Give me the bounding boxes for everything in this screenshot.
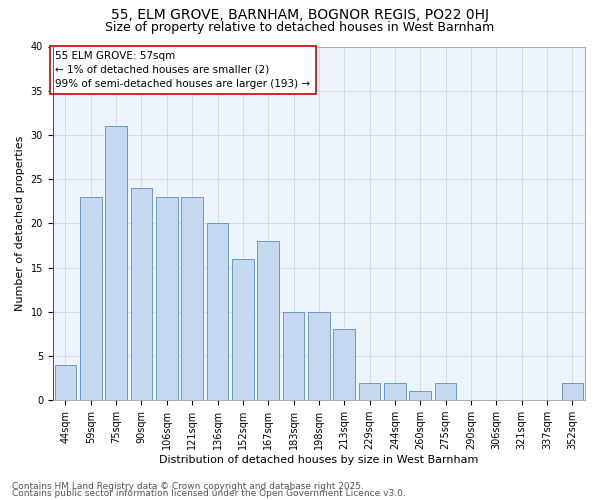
Text: 55 ELM GROVE: 57sqm
← 1% of detached houses are smaller (2)
99% of semi-detached: 55 ELM GROVE: 57sqm ← 1% of detached hou… [55,51,310,89]
Bar [232,258,254,400]
Bar [409,392,431,400]
Bar [181,197,203,400]
Bar [359,382,380,400]
Bar [562,382,583,400]
Bar [55,365,76,400]
Bar [156,197,178,400]
Text: Contains public sector information licensed under the Open Government Licence v3: Contains public sector information licen… [12,490,406,498]
Bar [384,382,406,400]
Y-axis label: Number of detached properties: Number of detached properties [15,136,25,311]
Text: 55, ELM GROVE, BARNHAM, BOGNOR REGIS, PO22 0HJ: 55, ELM GROVE, BARNHAM, BOGNOR REGIS, PO… [111,8,489,22]
Text: Contains HM Land Registry data © Crown copyright and database right 2025.: Contains HM Land Registry data © Crown c… [12,482,364,491]
Bar [106,126,127,400]
Bar [131,188,152,400]
Bar [207,224,228,400]
Bar [283,312,304,400]
Bar [80,197,101,400]
X-axis label: Distribution of detached houses by size in West Barnham: Distribution of detached houses by size … [159,455,479,465]
Bar [435,382,457,400]
Bar [308,312,329,400]
Bar [257,241,279,400]
Bar [334,330,355,400]
Text: Size of property relative to detached houses in West Barnham: Size of property relative to detached ho… [106,21,494,34]
